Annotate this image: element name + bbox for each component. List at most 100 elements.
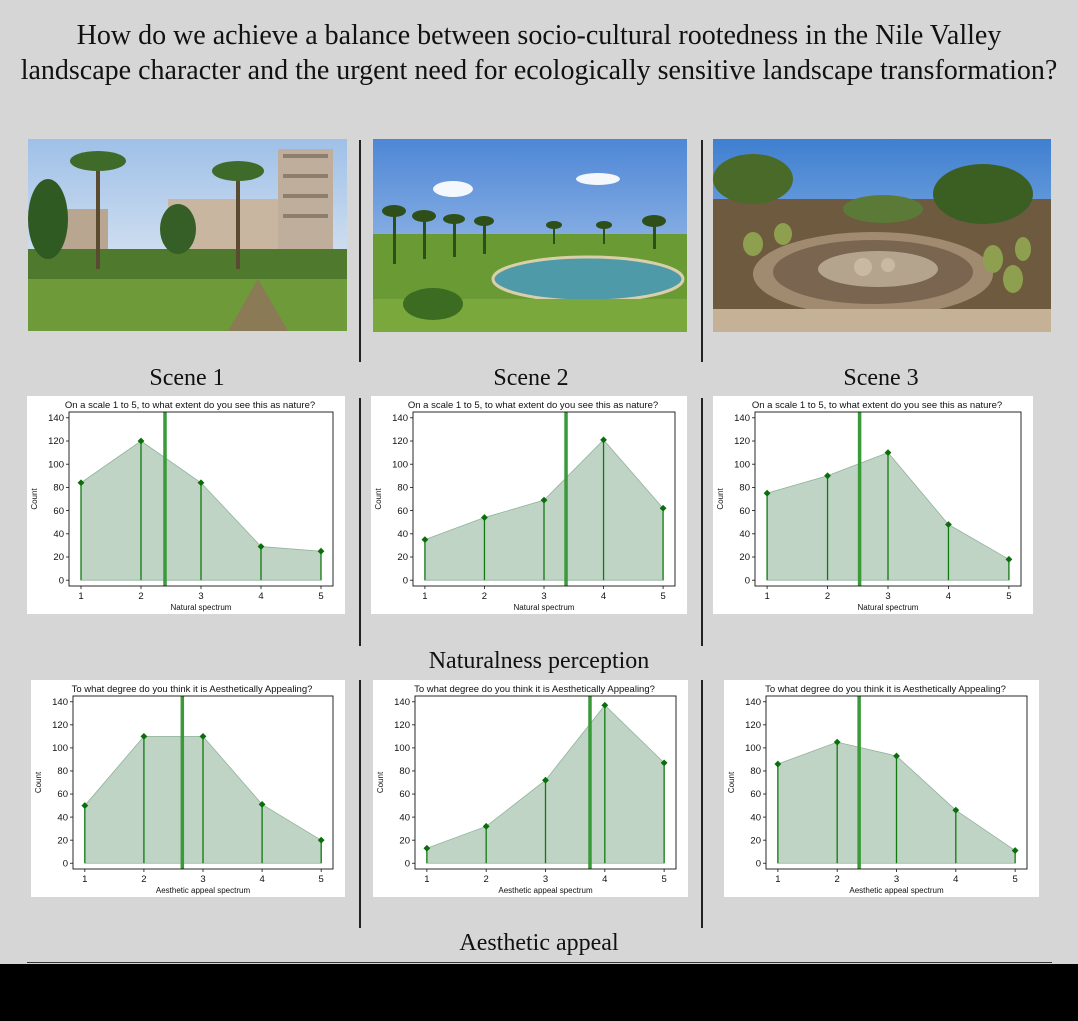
naturalness-section-label: Naturalness perception xyxy=(428,648,650,674)
y-tick-label: 80 xyxy=(739,483,750,494)
data-point xyxy=(140,732,148,740)
x-tick-label: 2 xyxy=(825,591,830,602)
y-tick-label: 120 xyxy=(745,720,761,731)
chart-5: To what degree do you think it is Aesthe… xyxy=(727,684,1028,895)
y-tick-label: 100 xyxy=(392,459,408,470)
y-tick-label: 20 xyxy=(399,835,410,846)
data-point xyxy=(763,489,771,497)
x-tick-label: 5 xyxy=(319,874,324,885)
chart-0: On a scale 1 to 5, to what extent do you… xyxy=(30,400,334,612)
footer-bar xyxy=(0,964,1078,1021)
y-axis-label: Count xyxy=(374,488,383,510)
y-tick-label: 80 xyxy=(397,483,408,494)
x-tick-label: 4 xyxy=(259,874,264,885)
x-axis-label: Aesthetic appeal spectrum xyxy=(498,886,593,895)
y-axis-label: Count xyxy=(727,771,736,793)
y-tick-label: 60 xyxy=(750,789,761,800)
data-point xyxy=(542,776,549,784)
data-point xyxy=(884,449,892,456)
x-tick-label: 4 xyxy=(946,591,951,602)
y-tick-label: 0 xyxy=(403,575,408,586)
y-tick-label: 140 xyxy=(745,697,761,708)
x-axis-label: Aesthetic appeal spectrum xyxy=(849,886,944,895)
data-point xyxy=(600,436,607,444)
x-tick-label: 2 xyxy=(835,874,840,885)
x-tick-label: 1 xyxy=(82,874,87,885)
aesthetic-section-label: Aesthetic appeal xyxy=(459,930,619,956)
y-tick-label: 20 xyxy=(53,552,64,563)
y-tick-label: 80 xyxy=(57,766,68,777)
data-point xyxy=(540,496,548,504)
naturalness-chart-scene-2: On a scale 1 to 5, to what extent do you… xyxy=(371,396,687,614)
chart-title: On a scale 1 to 5, to what extent do you… xyxy=(408,400,658,411)
y-tick-label: 120 xyxy=(394,720,410,731)
y-tick-label: 0 xyxy=(756,858,761,869)
y-tick-label: 20 xyxy=(397,552,408,563)
scene-2-photo xyxy=(373,139,687,332)
data-point xyxy=(199,732,207,740)
divider-line xyxy=(701,680,703,928)
chart-1: On a scale 1 to 5, to what extent do you… xyxy=(374,400,676,612)
data-point xyxy=(421,536,429,543)
y-tick-label: 140 xyxy=(734,413,750,424)
x-tick-label: 4 xyxy=(953,874,958,885)
x-tick-label: 5 xyxy=(1012,874,1017,885)
y-tick-label: 0 xyxy=(63,858,68,869)
y-tick-label: 40 xyxy=(53,529,64,540)
y-tick-label: 100 xyxy=(52,743,68,754)
data-point xyxy=(482,822,490,830)
chart-title: On a scale 1 to 5, to what extent do you… xyxy=(65,400,315,411)
x-tick-label: 3 xyxy=(885,591,890,602)
chart-title: On a scale 1 to 5, to what extent do you… xyxy=(752,400,1002,411)
y-tick-label: 60 xyxy=(53,506,64,517)
x-axis-label: Natural spectrum xyxy=(514,603,575,612)
scene-2-label: Scene 2 xyxy=(493,365,569,391)
y-axis-label: Count xyxy=(34,771,43,793)
chart-title: To what degree do you think it is Aesthe… xyxy=(414,684,655,695)
y-tick-label: 60 xyxy=(739,506,750,517)
y-tick-label: 40 xyxy=(57,812,68,823)
x-tick-label: 3 xyxy=(541,591,546,602)
data-point xyxy=(824,472,831,480)
naturalness-chart-scene-1: On a scale 1 to 5, to what extent do you… xyxy=(27,396,345,614)
y-tick-label: 20 xyxy=(739,552,750,563)
y-tick-label: 40 xyxy=(739,529,750,540)
y-tick-label: 80 xyxy=(399,766,410,777)
y-tick-label: 80 xyxy=(750,766,761,777)
data-point xyxy=(893,752,900,760)
data-point xyxy=(601,701,609,709)
data-point xyxy=(197,479,205,487)
scene-3-label: Scene 3 xyxy=(843,365,919,391)
page-title: How do we achieve a balance between soci… xyxy=(20,20,1058,86)
data-point xyxy=(659,504,667,512)
y-tick-label: 140 xyxy=(392,413,408,424)
data-point xyxy=(257,543,265,550)
x-axis-label: Natural spectrum xyxy=(858,603,919,612)
x-tick-label: 3 xyxy=(894,874,899,885)
y-tick-label: 60 xyxy=(397,506,408,517)
x-axis-label: Natural spectrum xyxy=(171,603,232,612)
y-tick-label: 100 xyxy=(734,459,750,470)
scene-1-label: Scene 1 xyxy=(149,365,225,391)
data-point xyxy=(81,802,89,809)
divider-line xyxy=(359,140,361,362)
data-point xyxy=(77,479,85,487)
x-tick-label: 1 xyxy=(764,591,769,602)
aesthetic-chart-scene-1: To what degree do you think it is Aesthe… xyxy=(31,680,345,897)
y-tick-label: 140 xyxy=(48,413,64,424)
y-tick-label: 0 xyxy=(745,575,750,586)
data-point xyxy=(774,760,782,768)
y-tick-label: 120 xyxy=(392,436,408,447)
y-tick-label: 80 xyxy=(53,483,64,494)
y-tick-label: 100 xyxy=(48,459,64,470)
y-tick-label: 60 xyxy=(399,789,410,800)
x-tick-label: 3 xyxy=(543,874,548,885)
divider-line xyxy=(359,398,361,646)
y-tick-label: 100 xyxy=(394,743,410,754)
x-tick-label: 5 xyxy=(318,591,323,602)
y-tick-label: 140 xyxy=(52,697,68,708)
y-tick-label: 120 xyxy=(48,436,64,447)
data-point xyxy=(952,806,960,814)
x-tick-label: 4 xyxy=(258,591,263,602)
aesthetic-chart-scene-2: To what degree do you think it is Aesthe… xyxy=(373,680,688,897)
